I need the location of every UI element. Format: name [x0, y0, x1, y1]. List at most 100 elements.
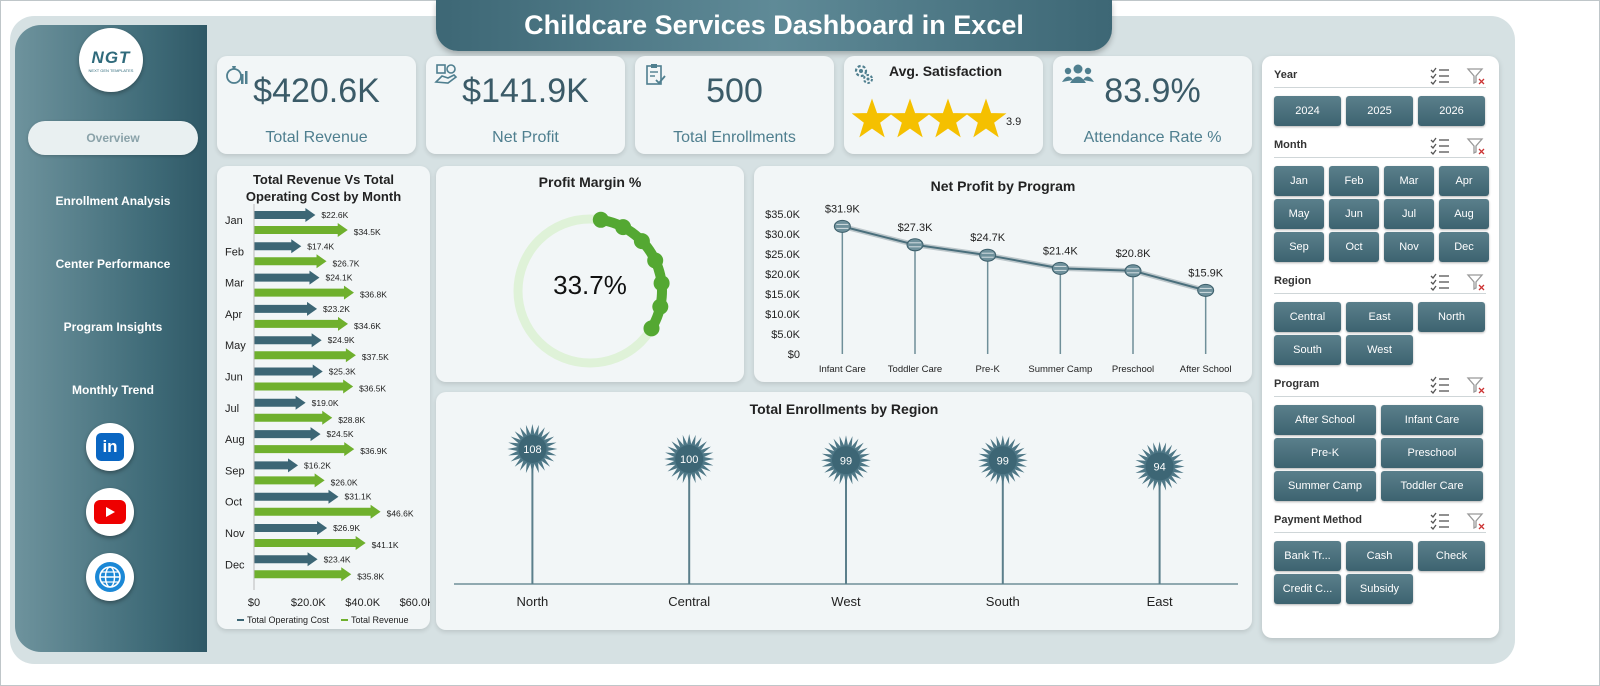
revenue-bar [254, 536, 366, 550]
cost-bar [254, 552, 318, 567]
slicer-option-month[interactable]: Jan [1274, 166, 1324, 196]
slicer-option-month[interactable]: Nov [1384, 232, 1434, 262]
revenue-bar [254, 348, 356, 363]
revenue-data-label: $46.6K [387, 509, 414, 519]
kpi-label: Attendance Rate % [1083, 129, 1222, 146]
slicer-option-payment[interactable]: Subsidy [1346, 574, 1413, 604]
gears-icon [854, 64, 873, 84]
data-point [1051, 261, 1069, 275]
data-point [833, 219, 851, 233]
month-label: Jul [225, 403, 239, 415]
slicer-header-payment: Payment Method [1274, 511, 1486, 533]
revenue-data-label: $36.9K [360, 446, 387, 456]
revenue-data-label: $41.1K [372, 540, 399, 550]
slicer-option-region[interactable]: North [1418, 302, 1485, 332]
kpi-card-attendance-rate: 83.9% Attendance Rate % [1053, 56, 1252, 154]
multi-select-icon[interactable] [1430, 512, 1450, 530]
series-line [842, 225, 1206, 292]
revenue-bar [254, 442, 355, 457]
sidebar-item-enrollment-analysis[interactable]: Enrollment Analysis [55, 194, 171, 208]
slicer-option-payment[interactable]: Cash [1346, 541, 1413, 571]
sidebar: NGT NEXT GEN TEMPLATES Overview Enrollme… [15, 25, 207, 652]
clear-filter-icon[interactable] [1466, 512, 1486, 530]
sidebar-item-center-performance[interactable]: Center Performance [55, 257, 171, 271]
clear-filter-icon[interactable] [1466, 376, 1486, 394]
month-label: Feb [225, 246, 244, 258]
slicer-option-year[interactable]: 2024 [1274, 96, 1341, 126]
slicer-option-payment[interactable]: Check [1418, 541, 1485, 571]
slicer-option-payment[interactable]: Credit C... [1274, 574, 1341, 604]
line-shadow [841, 223, 1207, 293]
clear-filter-icon[interactable] [1466, 137, 1486, 155]
slicer-option-region[interactable]: South [1274, 335, 1341, 365]
cost-data-label: $23.4K [324, 554, 351, 564]
data-label: $24.7K [970, 232, 1006, 244]
slicer-option-year[interactable]: 2025 [1346, 96, 1413, 126]
slicer-option-region[interactable]: East [1346, 302, 1413, 332]
cost-data-label: $16.2K [304, 460, 331, 470]
slicer-option-program[interactable]: Toddler Care [1381, 471, 1483, 501]
slicer-option-program[interactable]: After School [1274, 405, 1376, 435]
slicer-option-month[interactable]: Feb [1329, 166, 1379, 196]
data-point [1197, 283, 1215, 297]
slicer-option-region[interactable]: Central [1274, 302, 1341, 332]
revenue-data-label: $36.5K [359, 384, 386, 394]
x-tick-label: $0 [248, 597, 260, 609]
linkedin-button[interactable]: in [86, 423, 134, 471]
slicer-option-month[interactable]: Dec [1439, 232, 1489, 262]
star-icon [889, 98, 931, 138]
revenue-data-label: $37.5K [362, 352, 389, 362]
multi-select-icon[interactable] [1430, 273, 1450, 291]
revenue-bar [254, 410, 333, 425]
y-tick-label: $5.0K [771, 329, 800, 341]
data-label: 99 [997, 455, 1009, 467]
sidebar-item-program-insights[interactable]: Program Insights [63, 320, 163, 334]
youtube-button[interactable] [86, 488, 134, 536]
slicer-option-program[interactable]: Preschool [1381, 438, 1483, 468]
slicer-option-year[interactable]: 2026 [1418, 96, 1485, 126]
clear-filter-icon[interactable] [1466, 67, 1486, 85]
profit-margin-value: 33.7% [553, 270, 627, 300]
kpi-label: Total Enrollments [673, 129, 796, 146]
kpi-card-total-revenue: $420.6K Total Revenue [217, 56, 416, 154]
multi-select-icon[interactable] [1430, 376, 1450, 394]
star-icon [965, 98, 1007, 138]
clear-filter-icon[interactable] [1466, 273, 1486, 291]
satisfaction-title: Avg. Satisfaction [889, 63, 1003, 79]
slicer-option-month[interactable]: Jul [1384, 199, 1434, 229]
slicer-option-program[interactable]: Pre-K [1274, 438, 1376, 468]
sidebar-item-monthly-trend[interactable]: Monthly Trend [72, 383, 154, 397]
revenue-data-label: $34.6K [354, 321, 381, 331]
slicer-option-program[interactable]: Infant Care [1381, 405, 1483, 435]
multi-select-icon[interactable] [1430, 67, 1450, 85]
slicer-option-month[interactable]: Sep [1274, 232, 1324, 262]
multi-select-icon[interactable] [1430, 137, 1450, 155]
slicer-option-program[interactable]: Summer Camp [1274, 471, 1376, 501]
slicer-option-month[interactable]: Aug [1439, 199, 1489, 229]
people-icon [1062, 64, 1094, 83]
slicer-option-region[interactable]: West [1346, 335, 1413, 365]
month-label: Dec [225, 559, 245, 571]
revenue-bar [254, 504, 381, 519]
net-profit-line-chart: $0 $5.0K $10.0K $15.0K $20.0K $25.0K $30.0K $35… [765, 203, 1231, 375]
month-label: Jan [225, 215, 243, 227]
x-tick-label: $20.0K [291, 597, 327, 609]
slicer-option-payment[interactable]: Bank Tr... [1274, 541, 1341, 571]
slicer-option-month[interactable]: Oct [1329, 232, 1379, 262]
linkedin-icon: in [96, 433, 124, 461]
slicer-option-month[interactable]: Jun [1329, 199, 1379, 229]
slicer-option-month[interactable]: Mar [1384, 166, 1434, 196]
enrollments-region-card: Total Enrollments by Region 108 North 100 C… [436, 392, 1252, 630]
slicer-option-month[interactable]: Apr [1439, 166, 1489, 196]
x-tick-label: North [517, 594, 549, 609]
slicer-header-month: Month [1274, 136, 1486, 158]
kpi-card-total-enrollments: 500 Total Enrollments [635, 56, 834, 154]
revenue-cost-chart-card: Total Revenue Vs Total Operating Cost by… [217, 166, 430, 629]
x-tick-label: Infant Care [819, 364, 866, 375]
slicer-header-year: Year [1274, 66, 1486, 88]
slicer-option-month[interactable]: May [1274, 199, 1324, 229]
sidebar-item-overview[interactable]: Overview [28, 121, 198, 155]
website-button[interactable] [86, 553, 134, 601]
enrollments-region-chart: 108 North 100 Central 99 West 99 South 94 East [454, 424, 1238, 609]
month-label: May [225, 340, 246, 352]
